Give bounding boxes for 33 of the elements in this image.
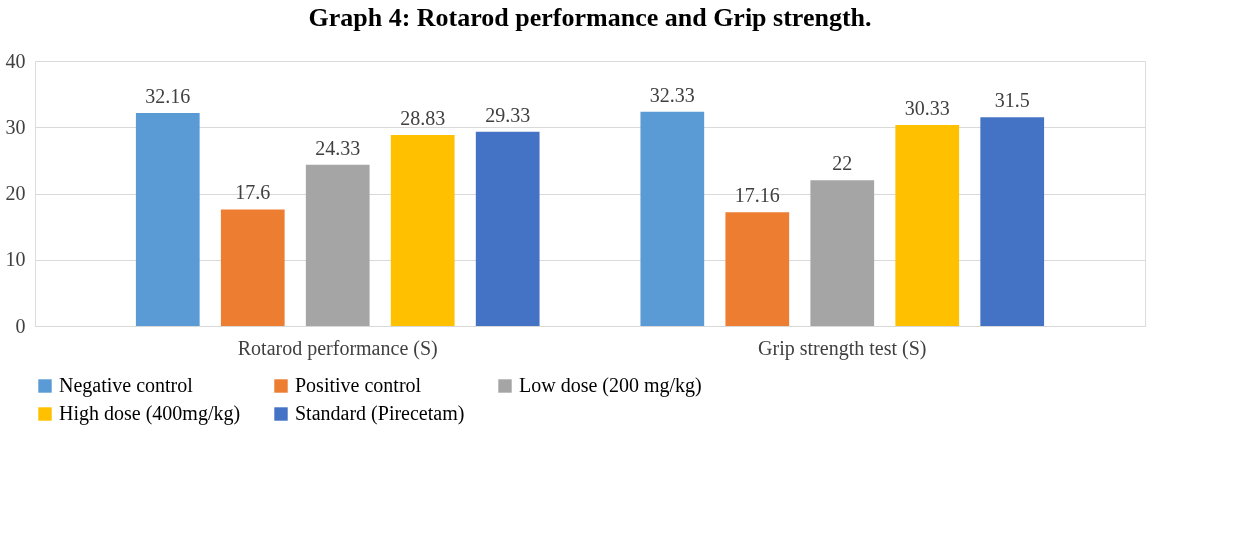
bar: [810, 180, 875, 326]
bar: [220, 209, 285, 326]
y-tick-label: 10: [5, 248, 26, 271]
data-label: 30.33: [904, 97, 950, 120]
data-label: 29.33: [485, 103, 531, 126]
bar: [390, 135, 455, 326]
data-label: 17.16: [734, 184, 780, 207]
x-tick-label: Grip strength test (S): [758, 336, 927, 360]
legend-label: High dose (400mg/kg): [59, 402, 241, 425]
legend-label: Standard (Pirecetam): [295, 402, 465, 425]
y-tick-label: 30: [5, 115, 26, 138]
bar: [135, 112, 200, 326]
y-tick-label: 0: [15, 314, 26, 337]
data-label: 17.6: [235, 181, 271, 204]
y-tick-label: 40: [5, 49, 26, 72]
x-tick-label: Rotarod performance (S): [237, 336, 438, 360]
data-label: 28.83: [400, 107, 446, 129]
bar: [895, 125, 960, 326]
y-tick-label: 20: [5, 182, 26, 204]
bar: [725, 212, 790, 326]
legend-label: Low dose (200 mg/kg): [519, 374, 702, 397]
bar: [305, 164, 370, 326]
data-label: 32.16: [145, 84, 191, 107]
data-label: 31.5: [994, 89, 1030, 112]
data-label: 22: [832, 152, 853, 175]
legend-label: Positive control: [295, 374, 422, 396]
chart-title: Graph 4: Rotarod performance and Grip strength.: [308, 3, 872, 32]
bar: [475, 131, 540, 326]
bar: [980, 117, 1045, 326]
bar: [640, 111, 705, 326]
data-label: 24.33: [315, 136, 361, 159]
data-label: 32.33: [649, 83, 695, 106]
legend-label: Negative control: [59, 374, 194, 397]
